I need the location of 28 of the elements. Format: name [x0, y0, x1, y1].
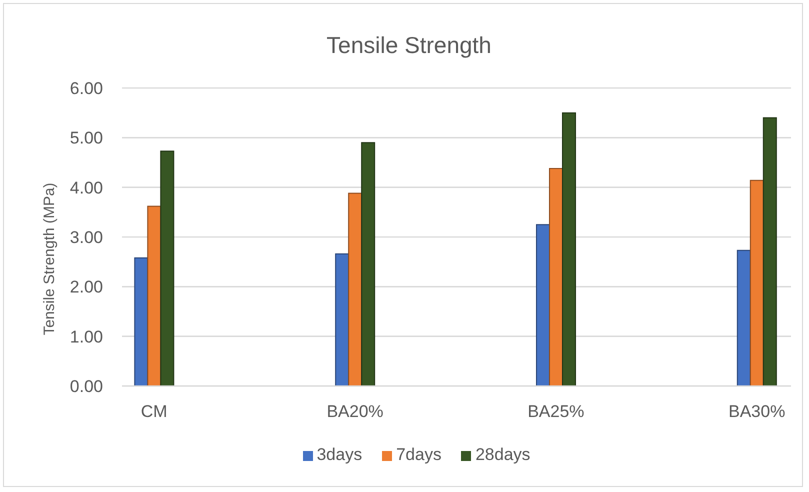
y-tick-label: 0.00 [70, 377, 103, 396]
y-tick-label: 5.00 [70, 128, 103, 148]
y-tick-label: 6.00 [70, 79, 103, 98]
y-axis-title: Tensile Strength (MPa) [41, 182, 58, 336]
bar [134, 257, 148, 386]
x-tick-label: CM [140, 402, 168, 422]
chart-title: Tensile Strength [326, 32, 492, 58]
bar [750, 180, 764, 386]
legend-label: 28days [475, 445, 530, 464]
y-tick-label: 2.00 [70, 278, 103, 297]
bar [736, 250, 751, 386]
bar [147, 206, 162, 386]
bar [536, 224, 550, 386]
legend-label: 3days [316, 445, 362, 464]
bar [348, 192, 362, 386]
bar [361, 142, 376, 386]
legend-label: 7days [396, 445, 442, 464]
y-tick-label: 4.00 [70, 178, 103, 198]
bar [160, 150, 174, 386]
x-tick-label: BA25% [528, 402, 584, 422]
bar [562, 112, 576, 386]
y-tick-label: 3.00 [70, 228, 103, 248]
bar [548, 168, 563, 386]
bar [762, 117, 777, 386]
x-tick-label: BA20% [326, 402, 384, 422]
bar [335, 253, 350, 386]
y-tick-label: 1.00 [70, 327, 103, 346]
x-tick-label: BA30% [728, 402, 786, 422]
